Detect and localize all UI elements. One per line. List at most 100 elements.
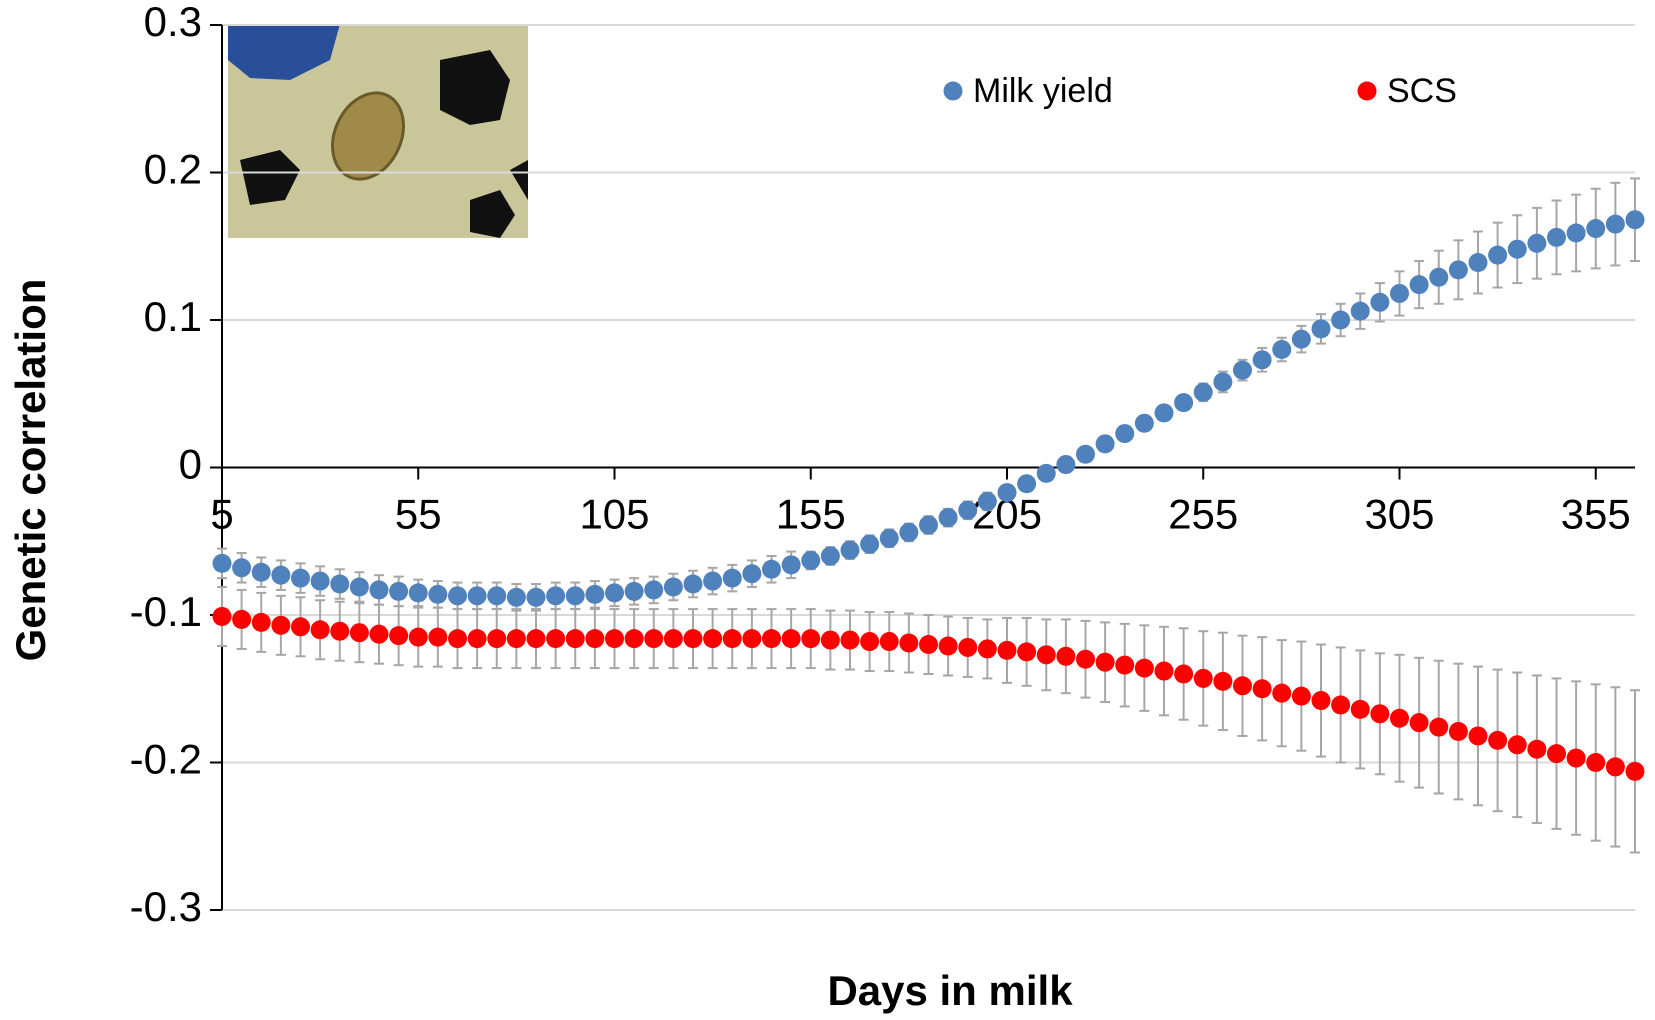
point	[880, 529, 899, 548]
point	[1331, 311, 1350, 330]
point	[1547, 228, 1566, 247]
point	[1194, 383, 1213, 402]
point	[1076, 650, 1095, 669]
point	[1017, 642, 1036, 661]
point	[684, 629, 703, 648]
point	[1155, 403, 1174, 422]
point	[762, 560, 781, 579]
point	[998, 483, 1017, 502]
point	[1567, 223, 1586, 242]
point	[1488, 731, 1507, 750]
point	[566, 586, 585, 605]
x-tick-label: 5	[210, 491, 233, 538]
point	[487, 629, 506, 648]
point	[1606, 757, 1625, 776]
page: Days in milk Genetic correlation -0.3-0.…	[0, 0, 1655, 1020]
point	[487, 586, 506, 605]
point	[1508, 735, 1527, 754]
point	[703, 572, 722, 591]
point	[762, 629, 781, 648]
point	[998, 641, 1017, 660]
y-tick-label: 0.1	[144, 293, 202, 340]
point	[448, 586, 467, 605]
point	[1115, 424, 1134, 443]
y-axis-title: Genetic correlation	[7, 279, 54, 662]
point	[448, 629, 467, 648]
point	[291, 569, 310, 588]
point	[939, 508, 958, 527]
point	[860, 632, 879, 651]
x-tick-label: 355	[1561, 491, 1631, 538]
point	[1410, 275, 1429, 294]
point	[939, 636, 958, 655]
x-tick-label: 105	[579, 491, 649, 538]
point	[507, 629, 526, 648]
point	[841, 631, 860, 650]
point	[919, 635, 938, 654]
x-tick-label: 255	[1168, 491, 1238, 538]
point	[428, 628, 447, 647]
point	[919, 516, 938, 535]
point	[723, 629, 742, 648]
point	[1037, 645, 1056, 664]
legend-marker	[944, 82, 963, 101]
point	[546, 586, 565, 605]
y-tick-label: -0.1	[130, 588, 202, 635]
point	[684, 575, 703, 594]
point	[841, 541, 860, 560]
point	[860, 535, 879, 554]
point	[1194, 669, 1213, 688]
point	[1096, 434, 1115, 453]
point	[1213, 372, 1232, 391]
point	[1370, 704, 1389, 723]
point	[1253, 350, 1272, 369]
point	[1135, 659, 1154, 678]
point	[605, 583, 624, 602]
point	[370, 625, 389, 644]
point	[703, 629, 722, 648]
point	[664, 577, 683, 596]
point	[389, 626, 408, 645]
point	[213, 554, 232, 573]
point	[958, 638, 977, 657]
point	[271, 566, 290, 585]
point	[1351, 700, 1370, 719]
chart: Days in milk Genetic correlation -0.3-0.…	[0, 0, 1655, 1020]
point	[527, 629, 546, 648]
point	[232, 610, 251, 629]
point	[880, 632, 899, 651]
y-tick-label: -0.3	[130, 883, 202, 930]
point	[899, 634, 918, 653]
point	[1626, 762, 1645, 781]
point	[1429, 718, 1448, 737]
point	[350, 623, 369, 642]
point	[723, 569, 742, 588]
point	[1449, 722, 1468, 741]
point	[468, 586, 487, 605]
point	[330, 575, 349, 594]
point	[1174, 393, 1193, 412]
point	[1056, 647, 1075, 666]
point	[1527, 234, 1546, 253]
point	[1037, 464, 1056, 483]
point	[1272, 684, 1291, 703]
y-tick-label: 0.2	[144, 146, 202, 193]
point	[742, 629, 761, 648]
point	[801, 551, 820, 570]
point	[1586, 219, 1605, 238]
point	[1449, 260, 1468, 279]
point	[409, 628, 428, 647]
point	[252, 563, 271, 582]
point	[1076, 445, 1095, 464]
point	[311, 572, 330, 591]
x-tick-label: 55	[395, 491, 442, 538]
point	[644, 629, 663, 648]
point	[978, 639, 997, 658]
point	[1390, 284, 1409, 303]
point	[566, 629, 585, 648]
point	[468, 629, 487, 648]
point	[1567, 749, 1586, 768]
point	[1606, 215, 1625, 234]
point	[1253, 679, 1272, 698]
inset-photo	[228, 24, 528, 238]
